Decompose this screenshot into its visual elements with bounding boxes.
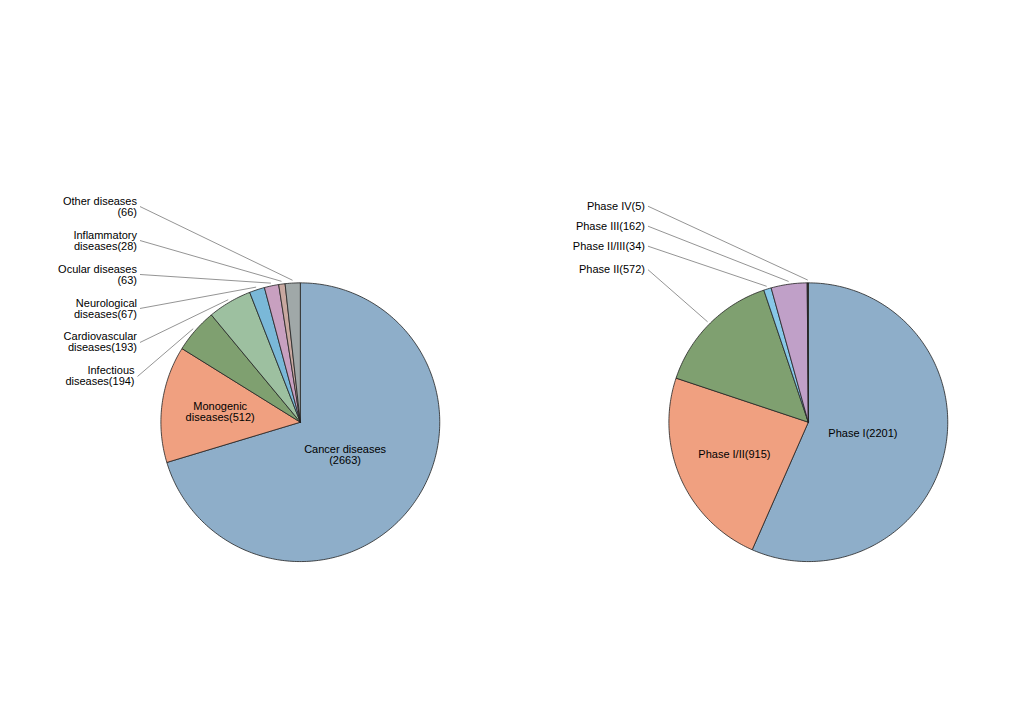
svg-text:Infectiousdiseases(194): Infectiousdiseases(194) (65, 364, 135, 387)
svg-text:Cancer diseases(2663): Cancer diseases(2663) (304, 443, 386, 466)
svg-text:Phase I/II(915): Phase I/II(915) (698, 448, 770, 460)
svg-text:Monogenicdiseases(512): Monogenicdiseases(512) (186, 399, 255, 422)
svg-text:Phase II/III(34): Phase II/III(34) (573, 239, 645, 251)
svg-text:Ocular diseases(63): Ocular diseases(63) (58, 262, 137, 285)
svg-text:Phase I(2201): Phase I(2201) (828, 427, 897, 439)
svg-text:Inflammatorydiseases(28): Inflammatorydiseases(28) (73, 228, 137, 251)
svg-text:Phase IV(5): Phase IV(5) (587, 199, 645, 211)
svg-text:Phase III(162): Phase III(162) (576, 219, 645, 231)
svg-text:Phase II(572): Phase II(572) (579, 263, 645, 275)
svg-text:Other diseases(66): Other diseases(66) (63, 194, 137, 217)
svg-text:Neurologicaldiseases(67): Neurologicaldiseases(67) (74, 296, 137, 319)
svg-text:Cardiovasculardiseases(193): Cardiovasculardiseases(193) (64, 330, 138, 353)
